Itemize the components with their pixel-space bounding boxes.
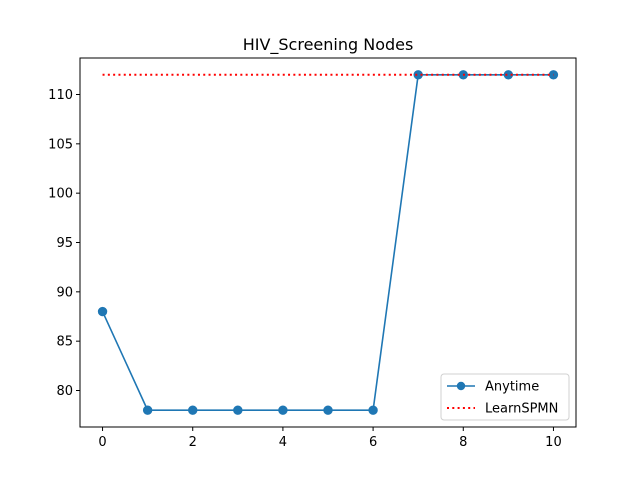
y-tick-label: 105	[48, 137, 73, 152]
x-tick-label: 6	[369, 435, 377, 450]
x-tick-label: 2	[189, 435, 197, 450]
x-tick-label: 8	[459, 435, 467, 450]
legend-label-learnspmn: LearnSPMN	[485, 402, 558, 417]
data-point-anytime	[233, 405, 243, 415]
data-point-anytime	[97, 306, 108, 317]
y-tick-label: 95	[56, 236, 73, 251]
data-point-anytime	[323, 405, 333, 415]
data-point-anytime	[188, 405, 198, 415]
x-tick-label: 0	[98, 435, 106, 450]
chart-title: HIV_Screening Nodes	[243, 35, 414, 55]
x-tick-label: 4	[279, 435, 287, 450]
y-tick-label: 100	[48, 187, 73, 202]
legend-label-anytime: Anytime	[485, 380, 539, 395]
x-tick-label: 10	[545, 435, 562, 450]
y-tick-label: 110	[48, 88, 73, 103]
plot-area: 0 2 4 6 8 10 80 85 90 95 100 105 110 Anytime LearnSPMN	[48, 57, 577, 450]
y-tick-label: 80	[56, 384, 73, 399]
data-point-anytime	[142, 405, 153, 415]
y-tick-label: 85	[56, 335, 73, 350]
legend-marker-anytime	[456, 381, 466, 391]
data-point-anytime	[278, 405, 288, 415]
y-tick-label: 90	[56, 285, 73, 300]
data-point-anytime	[368, 405, 378, 415]
